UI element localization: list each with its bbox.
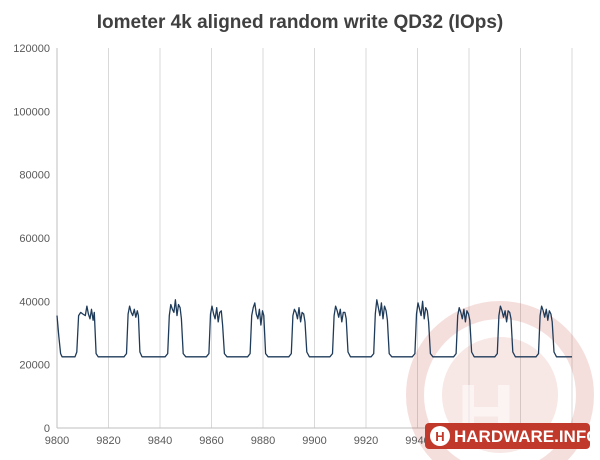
x-tick-label: 9880 xyxy=(251,435,275,447)
x-tick-label: 9820 xyxy=(96,435,120,447)
y-tick-label: 80000 xyxy=(19,170,50,182)
y-tick-label: 60000 xyxy=(19,233,50,245)
y-tick-label: 100000 xyxy=(13,106,50,118)
x-tick-label: 9800 xyxy=(45,435,69,447)
y-tick-labels: 0 20000 40000 60000 80000 100000 120000 xyxy=(13,43,50,435)
x-tick-label: 9860 xyxy=(199,435,223,447)
watermark-badge-h-icon xyxy=(430,426,450,446)
x-tick-label: 9840 xyxy=(148,435,172,447)
y-tick-label: 0 xyxy=(44,423,50,435)
x-tick-label: 9900 xyxy=(302,435,326,447)
chart-title: Iometer 4k aligned random write QD32 (IO… xyxy=(97,12,504,33)
watermark-badge: H HARDWARE.INFO xyxy=(425,423,599,449)
series-line-iops xyxy=(56,299,572,358)
watermark-badge-background xyxy=(425,423,590,449)
x-tick-label: 9940 xyxy=(405,435,429,447)
grid xyxy=(108,48,573,428)
watermark-badge-h-letter: H xyxy=(435,429,444,444)
watermark-brand-text: HARDWARE.INFO xyxy=(454,427,599,446)
y-tick-label: 120000 xyxy=(13,43,50,55)
x-tick-label: 9920 xyxy=(354,435,378,447)
y-tick-label: 20000 xyxy=(19,360,50,372)
y-tick-label: 40000 xyxy=(19,296,50,308)
